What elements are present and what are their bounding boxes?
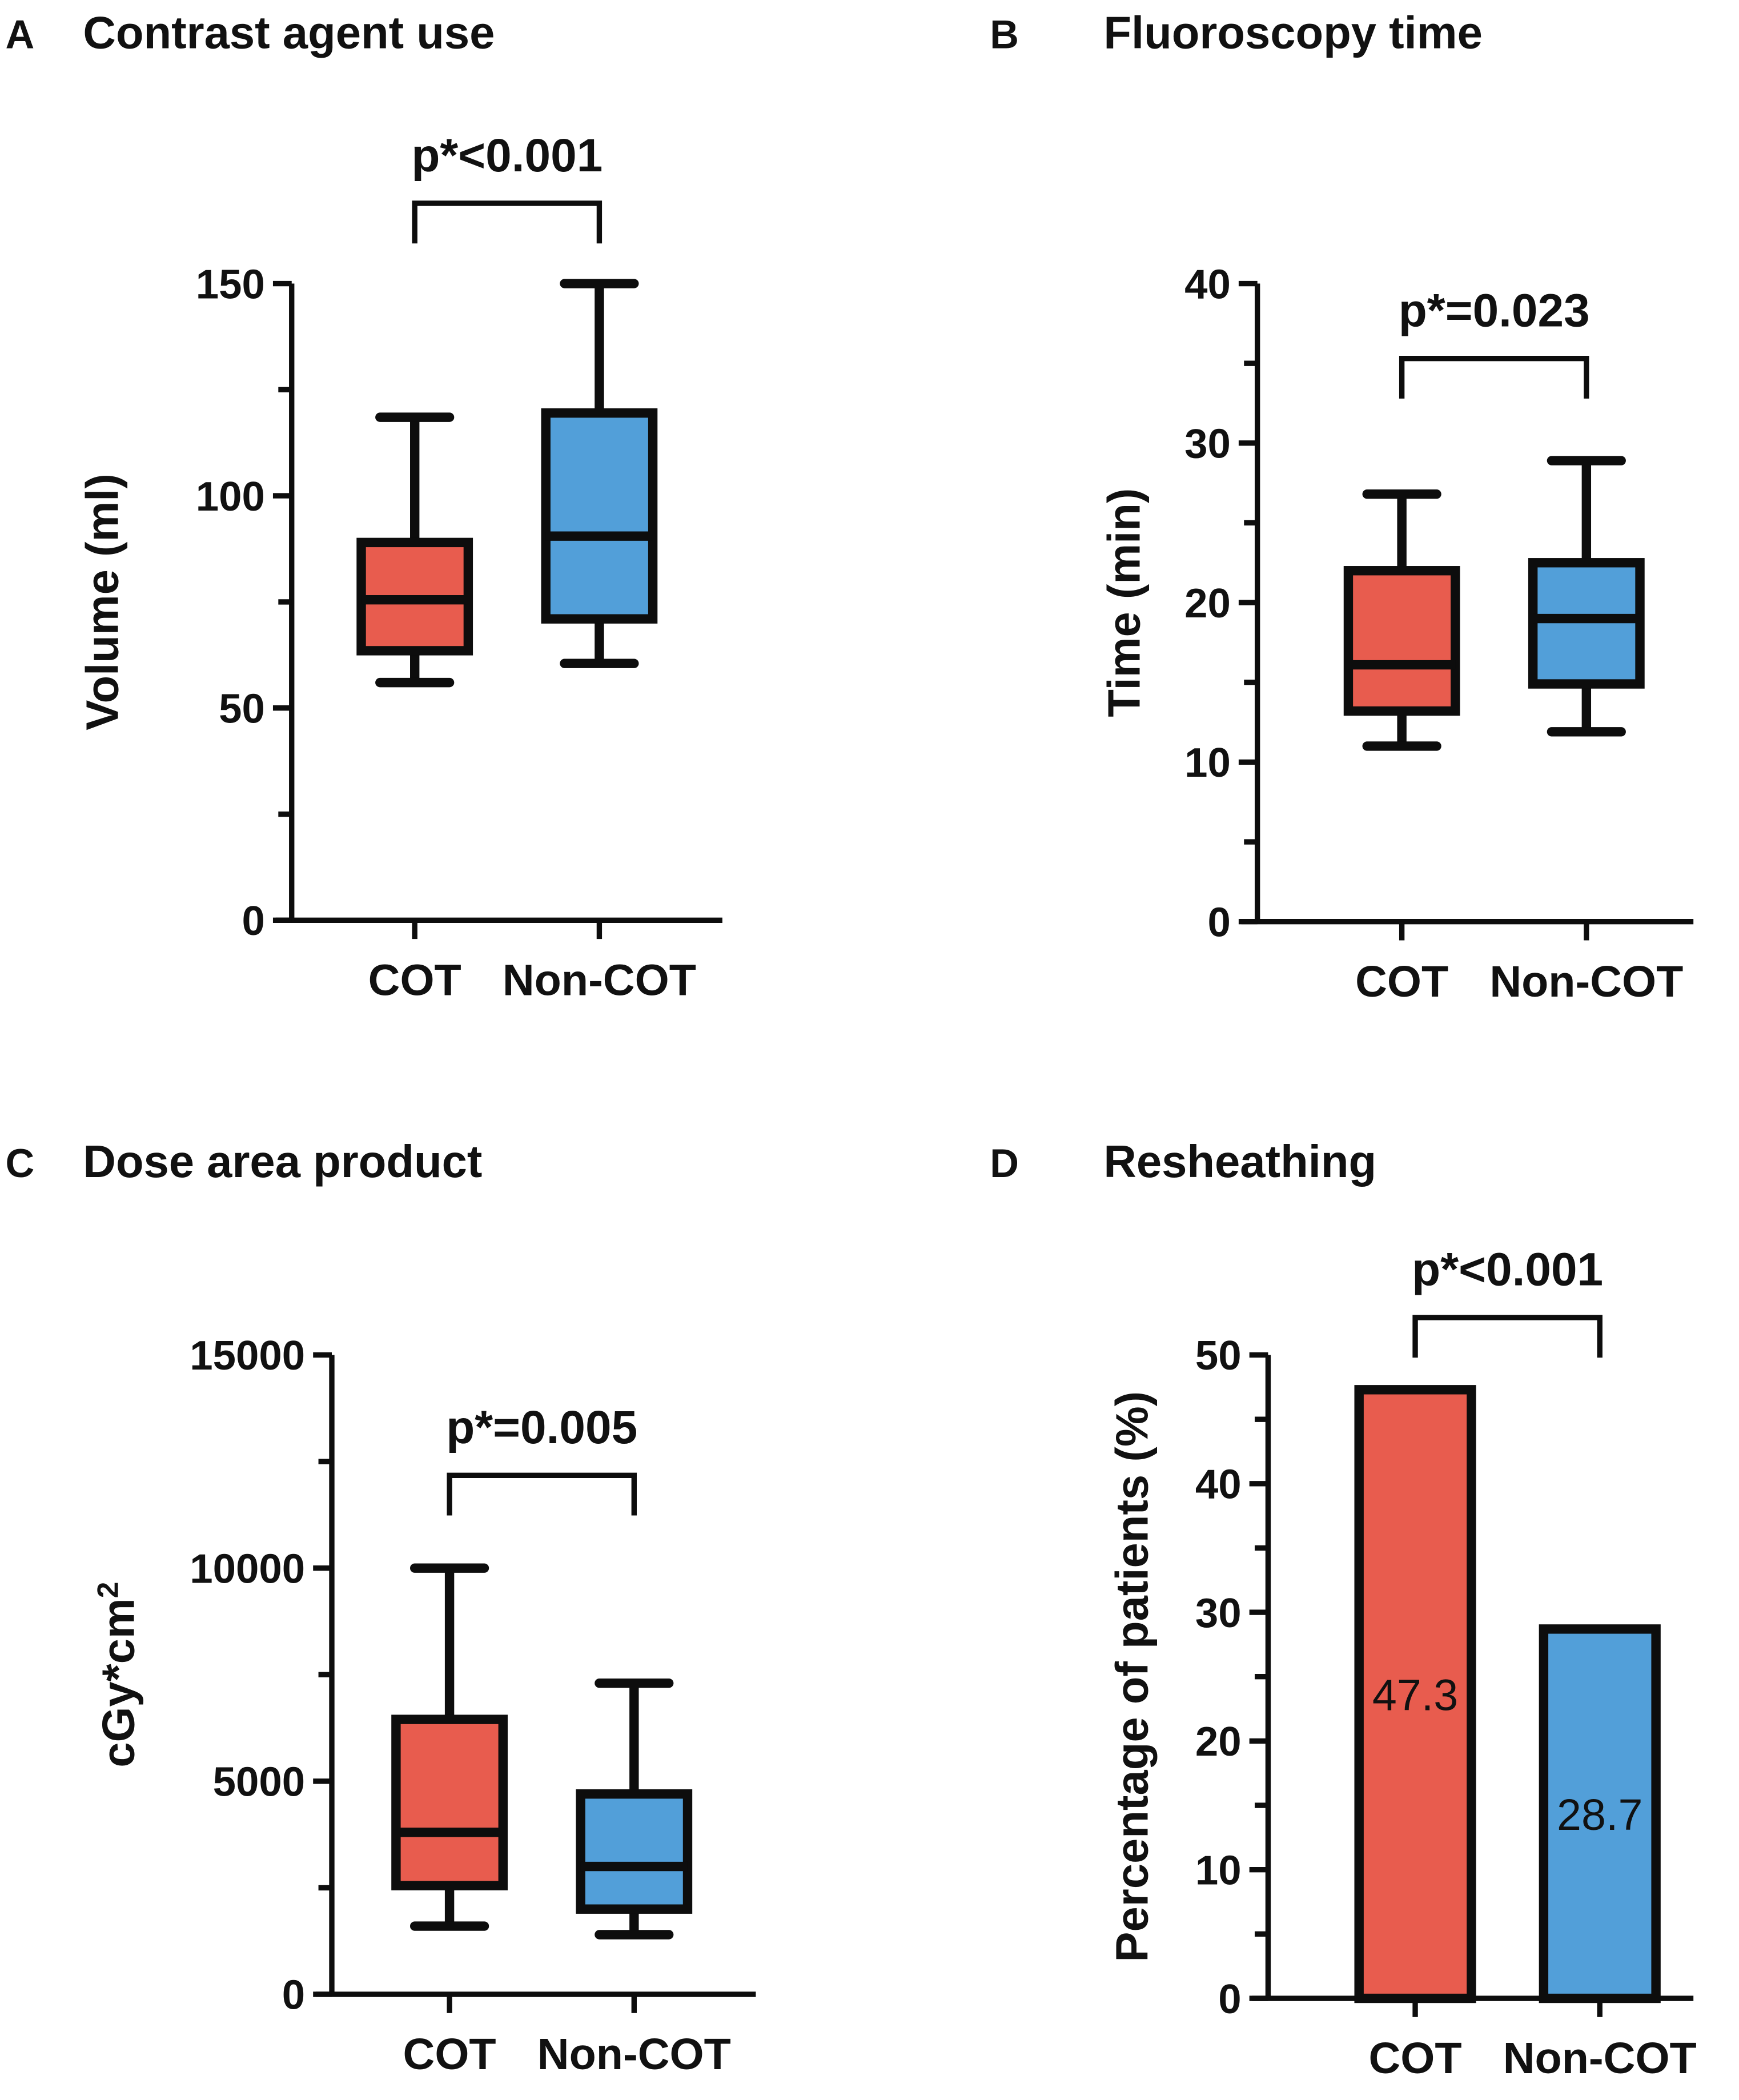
panel-b: B Fluoroscopy time 0 10 20 30 40 Time (min) COT N… (990, 7, 1694, 1006)
significance-bracket (1399, 355, 1589, 399)
p-value-annotation: p*=0.023 (1399, 284, 1590, 336)
iqr-box (1528, 558, 1645, 689)
iqr-box (541, 408, 658, 624)
panel-a: A Contrast agent use 0 50 100 150 Volume (ml) C… (6, 7, 722, 1005)
y-tick-label: 150 (196, 261, 265, 307)
box-non-cot (541, 279, 658, 668)
y-tick-label: 50 (1195, 1332, 1242, 1379)
panel-c: C Dose area product 0 5000 10000 15000 cGy*cm2… (6, 1136, 756, 2079)
panel-d: D Resheathing 0 10 20 30 40 50 Percentage of pat… (990, 1136, 1696, 2083)
x-tick-label: COT (368, 955, 461, 1005)
p-value-annotation: p*<0.001 (1412, 1244, 1603, 1296)
y-tick-label: 10 (1195, 1847, 1242, 1893)
y-tick-label: 10 (1184, 740, 1231, 786)
y-tick-label: 20 (1195, 1718, 1242, 1765)
y-tick-label: 0 (242, 898, 265, 944)
y-axis-label: Time (min) (1099, 488, 1150, 717)
significance-bracket (1412, 1315, 1603, 1358)
y-tick-label: 0 (1207, 899, 1230, 945)
panel-title: Contrast agent use (83, 7, 495, 58)
p-value-annotation: p*=0.005 (446, 1402, 637, 1453)
significance-bracket (412, 200, 603, 244)
bar-non-cot (1539, 1624, 1661, 2003)
panel-label: C (6, 1141, 35, 1186)
y-tick-label: 30 (1184, 421, 1231, 467)
box-cot (356, 412, 473, 688)
x-tick-label: COT (1368, 2034, 1461, 2083)
y-tick-label: 100 (196, 473, 265, 520)
x-tick-label: COT (1355, 957, 1448, 1006)
box-non-cot (576, 1678, 693, 1940)
bar-cot (1354, 1385, 1476, 2003)
y-tick-label: 50 (219, 685, 265, 732)
y-axis-label: Volume (ml) (77, 473, 127, 730)
x-tick-label: Non-COT (503, 955, 696, 1005)
y-axis-label-text: Percentage of patients (%) (1107, 1391, 1158, 1962)
x-tick-label: Non-COT (1503, 2034, 1697, 2083)
y-axis-label-text: cGy*cm (93, 1598, 143, 1768)
y-tick-label: 10000 (190, 1545, 305, 1592)
x-tick-label: COT (403, 2030, 496, 2079)
bar-value-label: 28.7 (1557, 1790, 1642, 1840)
significance-bracket (447, 1472, 637, 1516)
y-axis-label: cGy*cm2 (91, 1582, 143, 1768)
panel-label: B (990, 11, 1019, 57)
y-tick-label: 40 (1195, 1461, 1242, 1508)
y-axis-label: Percentage of patients (%) (1107, 1391, 1158, 1962)
bar-value-label: 47.3 (1372, 1671, 1458, 1720)
x-tick-label: Non-COT (537, 2030, 731, 2079)
panel-title: Fluoroscopy time (1103, 7, 1483, 58)
y-tick-label: 30 (1195, 1590, 1242, 1636)
y-axis-label-text: Volume (ml) (77, 473, 127, 730)
x-tick-label: Non-COT (1489, 957, 1683, 1006)
panel-label: D (990, 1141, 1019, 1186)
iqr-box (1343, 566, 1460, 716)
box-cot (391, 1563, 508, 1931)
y-axis-label-superscript: 2 (91, 1582, 124, 1599)
iqr-box (391, 1714, 508, 1890)
iqr-box (576, 1789, 693, 1914)
y-axis-label-text: Time (min) (1099, 488, 1150, 717)
p-value-annotation: p*<0.001 (411, 130, 603, 182)
box-cot (1343, 489, 1460, 751)
y-tick-label: 20 (1184, 580, 1231, 627)
panel-title: Dose area product (83, 1136, 482, 1187)
y-tick-label: 0 (282, 1972, 305, 2018)
panel-label: A (6, 11, 35, 57)
box-non-cot (1528, 456, 1645, 737)
y-tick-label: 15000 (190, 1332, 305, 1379)
panel-title: Resheathing (1103, 1136, 1376, 1187)
y-tick-label: 0 (1218, 1976, 1241, 2022)
y-tick-label: 5000 (213, 1759, 306, 1805)
y-tick-label: 40 (1184, 261, 1231, 307)
